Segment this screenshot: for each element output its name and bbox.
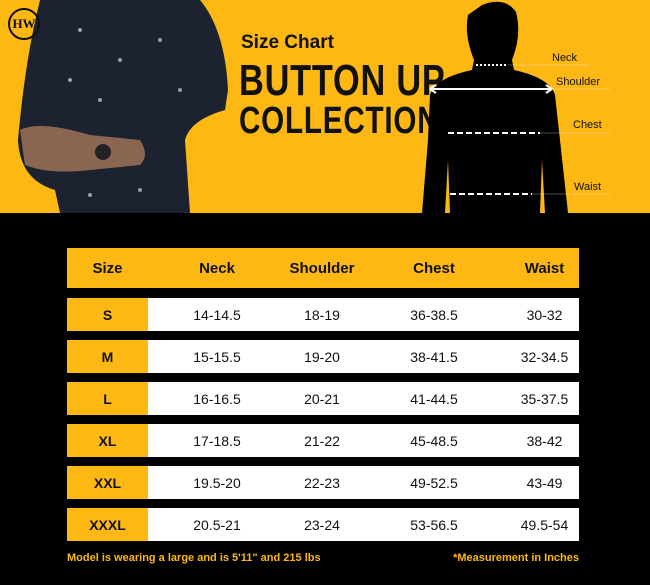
cell-shoulder: 20-21 — [304, 390, 340, 407]
cell-chest: 49-52.5 — [410, 474, 458, 491]
table-row: S 14-14.5 18-19 36-38.5 30-32 — [67, 298, 579, 331]
col-chest: Chest — [413, 259, 455, 277]
cell-neck: 19.5-20 — [193, 474, 241, 491]
col-shoulder: Shoulder — [289, 259, 355, 277]
cell-shoulder: 18-19 — [304, 306, 340, 323]
cell-shoulder: 22-23 — [304, 474, 340, 491]
cell-chest: 36-38.5 — [410, 306, 458, 323]
table-row: XXL 19.5-20 22-23 49-52.5 43-49 — [67, 466, 579, 499]
cell-neck: 15-15.5 — [193, 348, 241, 365]
cell-shoulder: 23-24 — [304, 516, 340, 533]
unit-note: *Measurement in Inches — [453, 552, 579, 564]
table-row: L 16-16.5 20-21 41-44.5 35-37.5 — [67, 382, 579, 415]
cell-size: S — [67, 298, 148, 331]
cell-neck: 14-14.5 — [193, 306, 241, 323]
cell-chest: 53-56.5 — [410, 516, 458, 533]
table-row: M 15-15.5 19-20 38-41.5 32-34.5 — [67, 340, 579, 373]
label-shoulder: Shoulder — [556, 76, 601, 88]
title-line-1: BUTTON UP — [239, 56, 446, 105]
label-neck: Neck — [552, 52, 578, 64]
model-note: Model is wearing a large and is 5'11" an… — [67, 552, 321, 564]
cell-chest: 41-44.5 — [410, 390, 458, 407]
label-waist: Waist — [574, 181, 602, 193]
label-chest: Chest — [573, 119, 602, 131]
title-line-2: COLLECTION — [239, 100, 440, 142]
cell-waist: 32-34.5 — [520, 348, 569, 365]
cell-size: L — [67, 382, 148, 415]
col-size: Size — [92, 259, 123, 277]
cell-waist: 43-49 — [526, 474, 563, 491]
cell-neck: 17-18.5 — [193, 432, 241, 449]
body-silhouette — [422, 1, 610, 213]
cell-shoulder: 21-22 — [304, 432, 340, 449]
col-waist: Waist — [524, 259, 565, 277]
brand-logo: HW — [8, 8, 40, 40]
cell-chest: 45-48.5 — [410, 432, 458, 449]
model-photo — [18, 0, 228, 213]
cell-size: XL — [67, 424, 148, 457]
cell-waist: 38-42 — [526, 432, 563, 449]
cell-size: XXXL — [67, 508, 148, 541]
col-neck: Neck — [199, 259, 235, 277]
table-row: XXXL 20.5-21 23-24 53-56.5 49.5-54 — [67, 508, 579, 541]
cell-neck: 20.5-21 — [193, 516, 241, 533]
banner: HW Size Chart BUTTON UP COLLECTION Neck … — [0, 0, 650, 213]
cell-waist: 30-32 — [526, 306, 563, 323]
subtitle: Size Chart — [241, 32, 334, 53]
table-row: XL 17-18.5 21-22 45-48.5 38-42 — [67, 424, 579, 457]
cell-chest: 38-41.5 — [410, 348, 458, 365]
cell-waist: 35-37.5 — [520, 390, 569, 407]
cell-neck: 16-16.5 — [193, 390, 241, 407]
cell-shoulder: 19-20 — [304, 348, 340, 365]
cell-size: XXL — [67, 466, 148, 499]
table-header: Size Neck Shoulder Chest Waist — [67, 248, 579, 288]
cell-waist: 49.5-54 — [520, 516, 569, 533]
cell-size: M — [67, 340, 148, 373]
